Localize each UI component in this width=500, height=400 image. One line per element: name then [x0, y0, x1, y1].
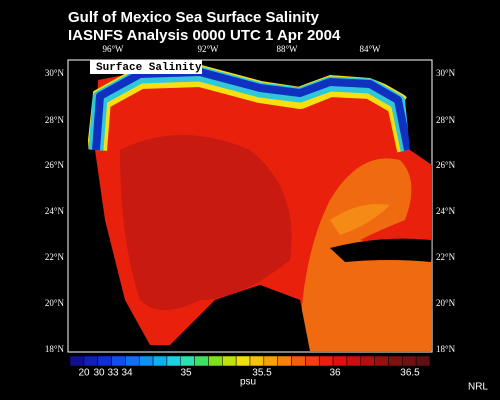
- colorbar-swatch: [277, 355, 292, 367]
- colorbar-label: 36: [329, 368, 341, 379]
- lat-label-right: 26°N: [436, 160, 456, 170]
- lon-label: 88°W: [276, 44, 298, 54]
- colorbar-label: 36.5: [400, 368, 420, 379]
- colorbar-label: 20: [78, 368, 90, 379]
- land-florida: [405, 78, 431, 160]
- colorbar-swatch: [305, 355, 320, 367]
- colorbar-swatch: [83, 355, 98, 367]
- colorbar-swatch: [222, 355, 237, 367]
- colorbar-swatch: [415, 355, 431, 367]
- title: Gulf of Mexico Sea Surface Salinity: [68, 9, 320, 26]
- colorbar-swatch: [263, 355, 278, 367]
- colorbar-swatch: [388, 355, 403, 367]
- colorbar-label: 34: [121, 368, 133, 379]
- lat-label-left: 18°N: [45, 344, 65, 354]
- colorbar-swatch: [138, 355, 154, 367]
- colorbar-swatch: [374, 355, 389, 367]
- lon-label: 84°W: [359, 44, 381, 54]
- lat-label-left: 24°N: [45, 206, 65, 216]
- lat-label-left: 26°N: [45, 160, 65, 170]
- lon-label: 92°W: [197, 44, 219, 54]
- colorbar-swatch: [166, 355, 182, 367]
- lat-label-left: 22°N: [45, 252, 65, 262]
- colorbar-swatch: [180, 355, 195, 367]
- land-cuba: [330, 238, 431, 262]
- lat-label-left: 20°N: [45, 298, 65, 308]
- colorbar-swatch: [332, 355, 348, 367]
- colorbar-swatch: [402, 355, 417, 367]
- lat-label-right: 20°N: [436, 298, 456, 308]
- lat-label-left: 28°N: [45, 115, 65, 125]
- colorbar-swatch: [291, 355, 306, 367]
- colorbar-swatch: [111, 355, 126, 367]
- colorbar-swatch: [194, 355, 209, 367]
- colorbar-label: 35: [180, 368, 192, 379]
- colorbar-unit: psu: [240, 377, 256, 388]
- colorbar-swatch: [208, 355, 223, 367]
- coastal-band-blue: [92, 68, 412, 151]
- lat-label-right: 22°N: [436, 252, 456, 262]
- colorbar-swatch: [152, 355, 168, 367]
- high-salinity-region: [120, 135, 292, 310]
- lat-label-left: 30°N: [45, 68, 65, 78]
- panel-label-box: [90, 60, 202, 74]
- map-panel: Surface Salinity: [67, 59, 433, 353]
- credit: NRL: [468, 382, 488, 393]
- colorbar-swatch: [360, 355, 375, 367]
- colorbar-swatch: [69, 355, 85, 367]
- lon-label: 96°W: [102, 44, 124, 54]
- lat-label-right: 28°N: [436, 115, 456, 125]
- colorbar-swatch: [318, 355, 334, 367]
- panel-label: Surface Salinity: [96, 62, 202, 74]
- land-north-west: [69, 61, 431, 351]
- colorbar-label: 33: [107, 368, 119, 379]
- colorbar-swatch: [97, 355, 112, 367]
- colorbar-swatch: [249, 355, 265, 367]
- land-yucatan: [170, 285, 310, 351]
- colorbar-swatch: [235, 355, 251, 367]
- lat-label-right: 18°N: [436, 344, 456, 354]
- subtitle: IASNFS Analysis 0000 UTC 1 Apr 2004: [68, 27, 341, 44]
- eddy: [330, 204, 390, 235]
- colorbar-label: 35.5: [252, 368, 272, 379]
- colorbar-swatch: [346, 355, 362, 367]
- lat-label-right: 24°N: [436, 206, 456, 216]
- colorbar-swatch: [125, 355, 140, 367]
- colorbar-label: 30: [93, 368, 105, 379]
- lat-label-right: 30°N: [436, 68, 456, 78]
